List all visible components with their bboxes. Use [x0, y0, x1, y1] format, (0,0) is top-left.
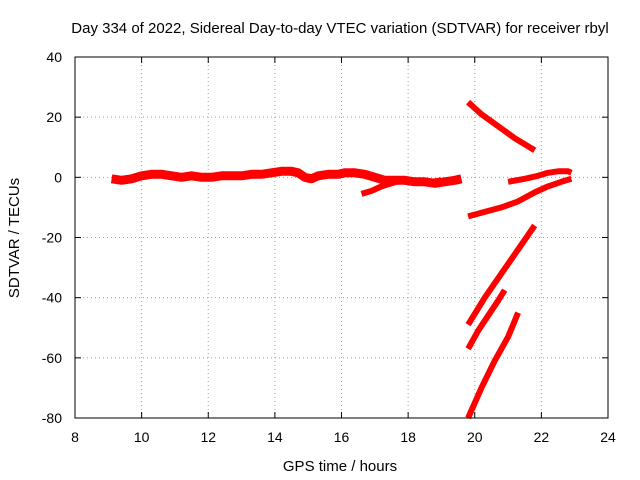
chart-title: Day 334 of 2022, Sidereal Day-to-day VTE… — [71, 20, 608, 37]
x-tick-label: 24 — [600, 429, 616, 445]
axis-ticks: 8 10 12 14 16 18 20 22 24 -80 -60 -40 -20 0 20 40 — [42, 49, 616, 445]
x-tick-label: 14 — [267, 429, 283, 445]
x-tick-label: 18 — [400, 429, 416, 445]
x-tick-label: 22 — [534, 429, 550, 445]
x-tick-label: 16 — [334, 429, 350, 445]
y-tick-label: -40 — [42, 290, 62, 306]
data-series — [110, 99, 573, 420]
series-line-4 — [467, 175, 573, 220]
x-tick-label: 8 — [71, 429, 79, 445]
y-tick-label: 20 — [46, 109, 62, 125]
series-line-2 — [360, 177, 442, 197]
y-axis-label: SDTVAR / TECUs — [6, 178, 23, 298]
x-axis-label: GPS time / hours — [283, 458, 397, 475]
y-tick-label: -60 — [42, 350, 62, 366]
y-tick-label: 0 — [54, 169, 62, 185]
y-tick-label: -80 — [42, 410, 62, 426]
series-line-7 — [465, 288, 508, 351]
x-tick-label: 20 — [467, 429, 483, 445]
series-line-8 — [465, 311, 521, 420]
x-tick-label: 10 — [134, 429, 150, 445]
grid-lines — [75, 57, 608, 418]
series-line-3 — [466, 99, 537, 153]
series-line-6 — [465, 223, 538, 327]
series-line-5 — [507, 168, 573, 185]
y-tick-label: 40 — [46, 49, 62, 65]
y-tick-label: -20 — [42, 230, 62, 246]
x-tick-label: 12 — [200, 429, 216, 445]
